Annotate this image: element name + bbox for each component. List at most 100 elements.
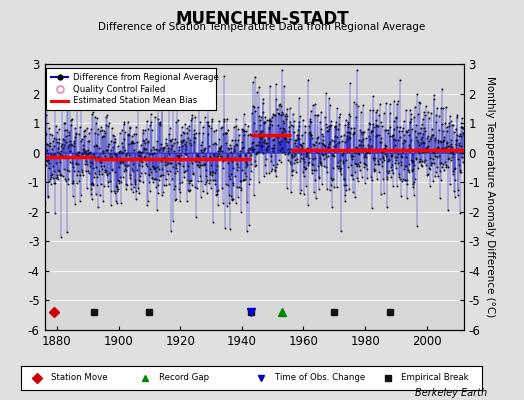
Point — [230, 143, 238, 150]
Point — [137, 158, 146, 164]
Point — [53, 129, 62, 136]
Point — [359, 164, 368, 170]
Point — [249, 138, 257, 145]
Point — [289, 167, 297, 173]
Point — [102, 168, 111, 174]
Point — [175, 147, 183, 153]
Point — [145, 179, 153, 185]
Point — [287, 146, 296, 152]
Point — [416, 158, 424, 164]
Point — [191, 157, 200, 164]
Point — [366, 136, 374, 142]
Point — [408, 183, 417, 190]
Point — [410, 192, 419, 198]
Point — [254, 84, 263, 90]
Point — [357, 130, 366, 137]
Point — [224, 192, 233, 198]
Point — [423, 144, 431, 150]
Point — [184, 180, 193, 187]
Point — [169, 106, 178, 112]
Point — [343, 136, 351, 143]
Point — [129, 140, 138, 146]
Point — [254, 104, 262, 110]
Point — [232, 123, 241, 130]
Text: Berkeley Earth: Berkeley Earth — [415, 388, 487, 398]
Point — [156, 122, 165, 128]
Point — [81, 151, 90, 157]
Point — [337, 170, 345, 177]
Point — [299, 117, 308, 123]
Point — [41, 140, 49, 146]
Point — [227, 170, 235, 177]
Point — [378, 149, 386, 155]
Point — [156, 118, 164, 125]
Point — [126, 125, 134, 132]
Point — [271, 168, 279, 174]
Point — [328, 137, 336, 143]
Point — [350, 130, 358, 136]
Point — [106, 178, 114, 184]
Point — [172, 105, 181, 111]
Point — [242, 172, 250, 179]
Point — [286, 105, 294, 112]
Point — [351, 150, 359, 156]
Point — [106, 202, 115, 208]
Point — [155, 120, 163, 126]
Point — [306, 129, 314, 135]
Point — [60, 166, 68, 172]
Point — [391, 137, 400, 143]
Point — [75, 149, 84, 156]
Point — [443, 140, 451, 146]
Point — [168, 142, 176, 148]
Point — [270, 112, 278, 118]
Point — [209, 218, 217, 225]
Point — [145, 155, 154, 162]
Point — [226, 176, 234, 182]
Point — [418, 158, 427, 164]
Point — [386, 110, 395, 116]
Point — [51, 180, 59, 186]
Point — [100, 163, 108, 169]
Point — [291, 169, 300, 175]
Point — [441, 147, 449, 154]
Point — [215, 118, 224, 124]
Point — [51, 151, 60, 158]
Point — [395, 174, 403, 180]
Point — [59, 154, 67, 160]
Point — [344, 124, 353, 130]
Point — [48, 163, 57, 170]
Point — [362, 150, 370, 156]
Point — [220, 118, 228, 124]
Point — [103, 147, 111, 154]
Point — [200, 145, 209, 151]
Point — [293, 159, 301, 165]
Point — [160, 145, 169, 151]
Point — [284, 157, 292, 163]
Point — [242, 163, 250, 170]
Point — [285, 148, 293, 155]
Point — [241, 170, 249, 176]
Y-axis label: Monthly Temperature Anomaly Difference (°C): Monthly Temperature Anomaly Difference (… — [485, 76, 495, 318]
Point — [84, 137, 92, 144]
Point — [105, 141, 113, 148]
Point — [177, 152, 185, 158]
Point — [62, 133, 70, 140]
Point — [252, 162, 260, 168]
Point — [267, 153, 276, 159]
Point — [87, 125, 95, 132]
Point — [256, 122, 264, 128]
Point — [231, 137, 239, 144]
Point — [171, 165, 180, 171]
Point — [64, 90, 72, 97]
Point — [388, 183, 397, 189]
Point — [173, 153, 182, 159]
Point — [308, 134, 316, 141]
Point — [217, 155, 226, 162]
Point — [110, 188, 118, 194]
Point — [79, 172, 87, 178]
Point — [352, 114, 361, 120]
Point — [190, 127, 199, 133]
Point — [243, 228, 252, 234]
Point — [204, 119, 212, 126]
Point — [298, 145, 306, 152]
